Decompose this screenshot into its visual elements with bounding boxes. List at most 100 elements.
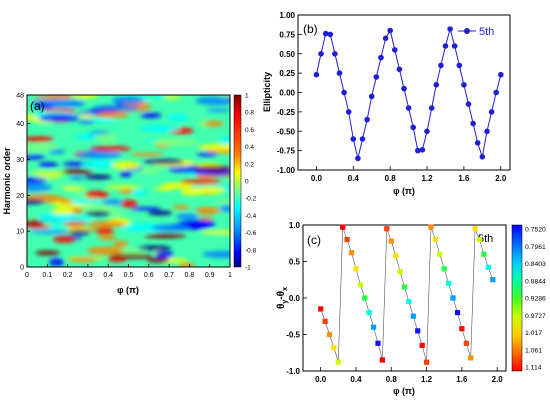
colorbar-tick-label: 0 bbox=[245, 179, 249, 186]
heatmap-cell bbox=[70, 95, 99, 99]
ellipticity-point bbox=[322, 30, 329, 37]
ellipticity-point bbox=[355, 155, 361, 162]
ellipticity-point bbox=[313, 71, 320, 78]
y-tick-label: -1.00 bbox=[277, 166, 296, 175]
phase-point bbox=[379, 357, 385, 363]
heatmap-cell bbox=[111, 161, 141, 170]
y-tick-label: 48 bbox=[16, 93, 24, 100]
colorbar-tick-label: 0.6 bbox=[245, 127, 254, 134]
phase-point bbox=[340, 224, 346, 230]
colorbar-tick-label: -0.8 bbox=[245, 247, 257, 254]
ellipticity-point bbox=[415, 147, 421, 154]
x-tick-label: 0.4 bbox=[103, 272, 113, 279]
phase-point bbox=[393, 253, 399, 259]
heatmap-cell bbox=[82, 204, 116, 212]
ellipticity-point bbox=[378, 54, 384, 61]
ellipticity-x-ticks: 0.0 0.4 0.8 1.2 1.6 2.0 bbox=[311, 166, 507, 183]
heatmap-cell bbox=[62, 187, 87, 192]
heatmap-cell bbox=[84, 174, 113, 180]
heatmap-colorbar bbox=[233, 94, 242, 268]
heatmap-cell bbox=[172, 205, 190, 210]
x-tick-label: 2.0 bbox=[495, 174, 507, 183]
phase-point bbox=[322, 318, 328, 324]
x-tick-label: 2.0 bbox=[492, 375, 504, 384]
heatmap-y-axis-label: Harmonic order bbox=[2, 147, 12, 215]
heatmap-cell bbox=[112, 240, 129, 247]
y-tick-label: -0.25 bbox=[277, 108, 296, 117]
phase-point bbox=[446, 280, 452, 286]
phase-x-ticks: 0.0 0.4 0.8 1.2 1.6 2.0 bbox=[315, 367, 503, 384]
ellipticity-point bbox=[438, 62, 444, 69]
colorbar-tick-label: 0.7520 bbox=[525, 227, 546, 234]
panel-b-label: (b) bbox=[303, 22, 318, 36]
y-tick-label: -1.0 bbox=[286, 367, 300, 376]
y-tick-label: 0.00 bbox=[279, 89, 295, 98]
colorbar-tick-label: 0.7961 bbox=[525, 244, 546, 251]
panel-c-label: (c) bbox=[307, 233, 321, 247]
phase-point bbox=[335, 359, 341, 365]
y-tick-label: 10 bbox=[16, 229, 24, 236]
heatmap-cell bbox=[204, 120, 224, 127]
phase-series-points bbox=[318, 224, 496, 365]
heatmap-cell bbox=[51, 207, 74, 215]
phase-ylabel-theta2: -θ bbox=[276, 291, 287, 300]
ellipticity-point bbox=[364, 116, 370, 123]
heatmap-cell bbox=[27, 199, 46, 205]
heatmap-cell bbox=[166, 113, 189, 122]
heatmap-cell bbox=[151, 224, 191, 232]
ellipticity-point bbox=[442, 43, 449, 49]
heatmap-cell bbox=[119, 170, 132, 178]
heatmap-cell bbox=[35, 175, 63, 179]
ellipticity-point bbox=[465, 101, 472, 107]
heatmap-cell bbox=[153, 95, 167, 99]
heatmap-cell bbox=[176, 213, 199, 220]
heatmap-cell bbox=[27, 183, 53, 192]
colorbar-tick-label: -0.2 bbox=[245, 196, 257, 203]
phase-point bbox=[326, 331, 333, 338]
phase-point bbox=[318, 306, 324, 312]
heatmap-cell bbox=[143, 159, 185, 165]
ellipticity-point bbox=[451, 43, 458, 49]
heatmap-cell bbox=[118, 189, 135, 194]
colorbar-tick-label: 1 bbox=[245, 93, 249, 100]
heatmap-cell bbox=[193, 169, 230, 176]
ellipticity-point bbox=[405, 105, 412, 111]
heatmap-cell bbox=[68, 229, 91, 235]
heatmap-colorbar-ticks: 1 0.8 0.6 0.4 0.2 0 -0.2 -0.4 -0.6 -0.8 -1 bbox=[245, 93, 257, 272]
heatmap-cell bbox=[81, 160, 118, 169]
heatmap-cell bbox=[196, 152, 218, 157]
heatmap-cell bbox=[131, 206, 161, 211]
x-tick-label: 1.2 bbox=[421, 375, 433, 384]
ellipticity-series-points bbox=[313, 26, 504, 162]
phase-point bbox=[401, 284, 408, 290]
y-tick-label: 30 bbox=[16, 157, 24, 164]
heatmap-cell bbox=[27, 154, 45, 160]
phase-point bbox=[459, 326, 465, 332]
heatmap-cell bbox=[77, 119, 95, 125]
x-tick-label: 0 bbox=[25, 272, 29, 279]
ellipticity-point bbox=[474, 140, 481, 146]
heatmap-cell bbox=[150, 139, 198, 146]
heatmap-cell bbox=[55, 184, 80, 188]
ellipticity-point bbox=[470, 120, 476, 127]
heatmap-cell bbox=[120, 199, 138, 208]
phase-point bbox=[384, 226, 390, 232]
phase-point bbox=[441, 266, 447, 272]
phase-point bbox=[357, 282, 363, 288]
y-tick-label: -0.5 bbox=[286, 331, 300, 340]
phase-point bbox=[415, 328, 421, 334]
colorbar-tick-label: -1 bbox=[245, 265, 251, 272]
ellipticity-point bbox=[479, 154, 486, 160]
phase-ylabel-sub1: y bbox=[282, 300, 289, 304]
colorbar-tick-label: 1.017 bbox=[525, 330, 542, 337]
ellipticity-point bbox=[498, 71, 504, 78]
heatmap-cell bbox=[91, 118, 117, 123]
x-tick-label: 0.0 bbox=[311, 174, 323, 183]
heatmap-cell bbox=[219, 204, 230, 212]
y-tick-label: 1.00 bbox=[279, 11, 295, 20]
y-tick-label: -0.50 bbox=[277, 127, 296, 136]
x-tick-label: 0.5 bbox=[124, 272, 134, 279]
colorbar-tick-label: 0.4 bbox=[245, 144, 254, 151]
phase-point bbox=[344, 237, 350, 243]
heatmap-cell bbox=[195, 206, 221, 215]
